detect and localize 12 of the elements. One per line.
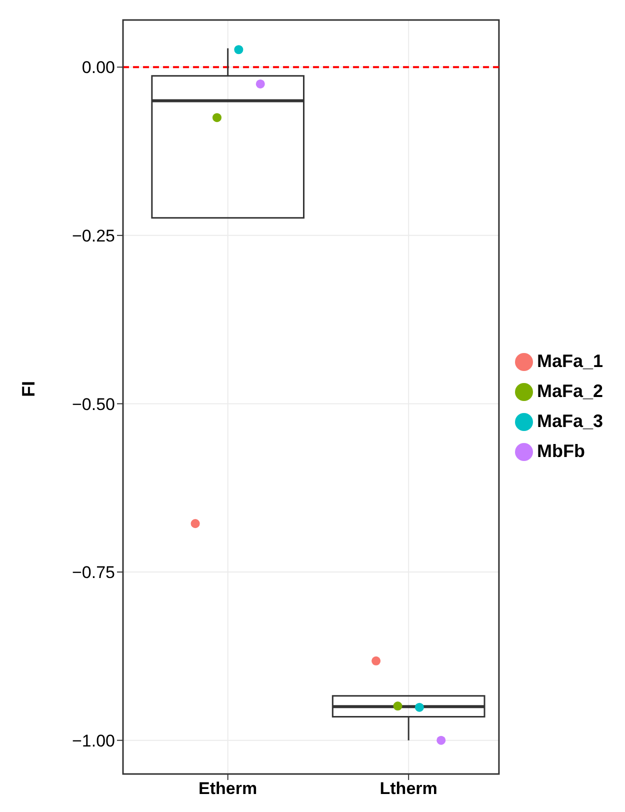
legend-label: MbFb (536, 441, 585, 461)
legend-label: MaFa_3 (536, 411, 603, 431)
y-tick-label: −0.50 (72, 394, 115, 414)
x-tick-label: Ltherm (380, 779, 438, 798)
y-tick-label: −0.75 (72, 563, 115, 582)
y-axis-title: FI (18, 381, 38, 397)
y-tick-label: −0.25 (72, 226, 115, 246)
y-tick-label: 0.00 (82, 58, 115, 78)
legend-label: MaFa_2 (536, 381, 603, 401)
y-tick-label: −1.00 (72, 731, 115, 750)
legend-label: MaFa_1 (536, 351, 603, 371)
x-tick-label: Etherm (198, 779, 258, 798)
